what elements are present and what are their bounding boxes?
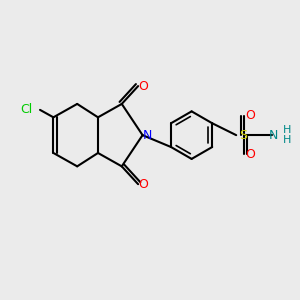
Text: O: O: [139, 178, 148, 191]
Text: H: H: [283, 125, 291, 135]
Text: S: S: [240, 129, 248, 142]
Text: O: O: [245, 109, 255, 122]
Text: N: N: [269, 129, 278, 142]
Text: O: O: [245, 148, 255, 161]
Text: H: H: [283, 136, 291, 146]
Text: N: N: [142, 129, 152, 142]
Text: O: O: [139, 80, 148, 93]
Text: Cl: Cl: [20, 103, 33, 116]
